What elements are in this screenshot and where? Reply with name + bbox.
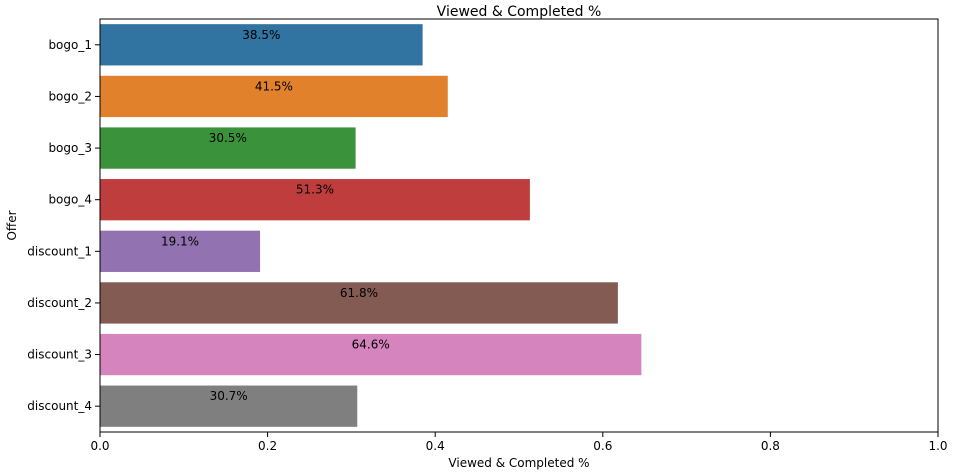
bar-bogo_3	[100, 127, 356, 169]
bar-discount_4	[100, 385, 358, 427]
y-tick-label-discount_2: discount_2	[27, 296, 92, 310]
x-ticks: 0.0 0.2 0.4 0.6 0.8 1.0	[90, 432, 948, 453]
chart-title: Viewed & Completed %	[437, 4, 602, 20]
y-tick-label-discount_4: discount_4	[27, 399, 92, 413]
y-tick-label-discount_1: discount_1	[27, 244, 92, 258]
data-label-discount_2: 61.8%	[340, 286, 378, 300]
data-label-bogo_2: 41.5%	[255, 79, 293, 93]
data-label-discount_3: 64.6%	[352, 338, 390, 352]
y-tick-labels: bogo_1 bogo_2 bogo_3 bogo_4 discount_1discou…	[27, 38, 100, 413]
data-label-discount_4: 30.7%	[210, 389, 248, 403]
bar-discount_1	[100, 230, 261, 272]
bar-discount_2	[100, 282, 618, 324]
data-label-bogo_4: 51.3%	[296, 183, 334, 197]
data-label-bogo_3: 30.5%	[209, 131, 247, 145]
x-tick-label-0: 0.0	[90, 439, 109, 453]
y-tick-label-bogo_1: bogo_1	[48, 38, 92, 52]
bars-group: 38.5% 41.5% 30.5% 51.3% 19.1% 61.8% 64.6% 30.7%	[100, 24, 642, 427]
bar-bogo_4	[100, 179, 530, 221]
bar-bogo_2	[100, 75, 448, 118]
bar-bogo_1	[100, 24, 423, 66]
bar-discount_3	[100, 333, 642, 376]
data-label-bogo_1: 38.5%	[242, 28, 280, 42]
x-tick-label-3: 0.6	[593, 439, 612, 453]
x-tick-label-1: 0.2	[258, 439, 277, 453]
x-tick-label-5: 1.0	[928, 439, 947, 453]
y-tick-label-bogo_3: bogo_3	[48, 141, 92, 155]
y-axis-label: Offer	[5, 210, 19, 240]
data-label-discount_1: 19.1%	[161, 234, 199, 248]
y-tick-label-bogo_4: bogo_4	[48, 193, 92, 207]
x-axis-label: Viewed & Completed %	[448, 456, 589, 470]
y-tick-label-discount_3: discount_3	[27, 348, 92, 362]
x-tick-label-4: 0.8	[761, 439, 780, 453]
x-tick-label-2: 0.4	[426, 439, 445, 453]
y-tick-label-bogo_2: bogo_2	[48, 89, 92, 103]
plot-frame	[99, 18, 939, 433]
